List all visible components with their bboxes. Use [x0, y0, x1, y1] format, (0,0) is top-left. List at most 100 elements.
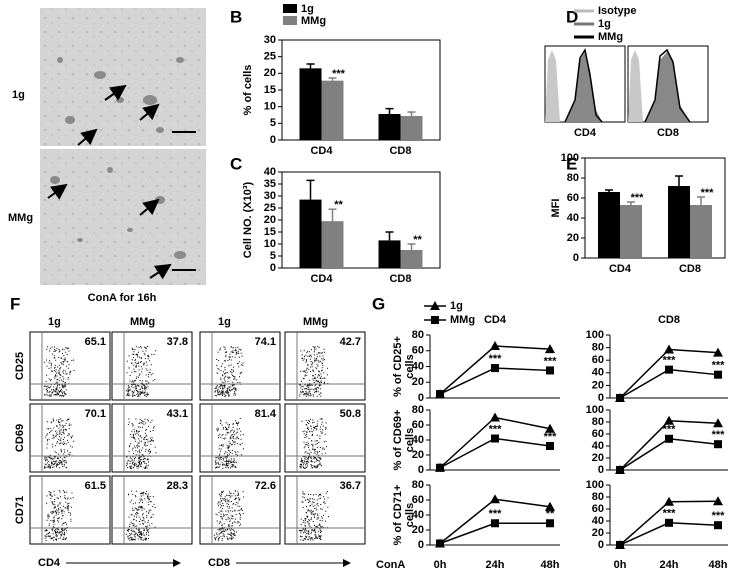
legend-swatch	[283, 16, 297, 25]
flow-dots	[44, 346, 75, 397]
y-tick-label: 40	[264, 166, 276, 178]
hist-1g	[565, 52, 602, 122]
marker	[713, 496, 723, 506]
marker	[616, 466, 624, 474]
annotation: ***	[712, 429, 726, 441]
y-tick-label: 100	[586, 479, 604, 491]
flow-dots	[126, 346, 157, 397]
y-label: % of CD71+	[392, 485, 404, 546]
error-bar	[385, 107, 394, 114]
error-bar	[328, 77, 337, 81]
marker	[545, 501, 555, 511]
y-tick-label: 20	[412, 449, 424, 461]
flow-frame	[111, 331, 193, 401]
flow-frame	[111, 403, 193, 473]
bar	[400, 250, 423, 268]
flow-frame	[29, 403, 111, 473]
y-tick-label: 100	[561, 152, 579, 164]
error-bar	[306, 179, 315, 200]
y-tick-label: 5	[270, 117, 276, 129]
annotation: ***	[631, 192, 645, 204]
bar	[668, 186, 690, 258]
y-tick-label: 10	[264, 101, 276, 113]
y-tick-label: 80	[567, 172, 579, 184]
y-tick-label: 40	[592, 440, 604, 452]
marker	[436, 539, 444, 548]
y-tick-label: 25	[264, 51, 276, 63]
percentage: 74.1	[255, 336, 276, 348]
x-tick-label: 48h	[541, 559, 560, 571]
plot-frame	[281, 39, 441, 141]
flow-frame	[29, 331, 111, 401]
error-bar	[328, 208, 337, 222]
marker	[546, 442, 554, 450]
y-tick-label: 0	[598, 392, 604, 404]
bar	[299, 199, 322, 268]
flow-frame	[284, 331, 366, 401]
bar	[400, 116, 423, 140]
legend-label: Isotype	[598, 5, 637, 17]
percentage: 61.5	[85, 480, 106, 492]
y-label: Cell NO. (X10³)	[242, 181, 254, 258]
annotation: ***	[712, 510, 726, 522]
flow-frame	[111, 475, 193, 545]
legend-label: MMg	[598, 31, 623, 43]
y-tick-label: 20	[592, 527, 604, 539]
percentage: 81.4	[255, 408, 277, 420]
column-label: 1g	[218, 316, 231, 328]
x-tick-label: 24h	[486, 559, 505, 571]
x-tick-label: CD8	[679, 263, 701, 275]
marker	[490, 494, 500, 504]
isotype	[545, 50, 560, 122]
plot-frame	[584, 157, 726, 259]
y-tick-label: 25	[264, 202, 276, 214]
y-tick-label: 20	[264, 67, 276, 79]
error-bar	[306, 63, 315, 69]
y-tick-label: 60	[412, 494, 424, 506]
flow-frame	[284, 475, 366, 545]
y-tick-label: 0	[270, 262, 276, 274]
x-tick-label: CD4	[609, 263, 632, 275]
x-tick-label: 24h	[660, 559, 679, 571]
row-label: 1g	[12, 89, 25, 101]
y-tick-label: 0	[418, 464, 424, 476]
y-tick-label: 20	[412, 524, 424, 536]
annotation: **	[334, 199, 343, 211]
y-tick-label: 40	[412, 434, 424, 446]
y-tick-label: 80	[412, 404, 424, 416]
marker	[714, 521, 722, 530]
marker	[664, 415, 674, 425]
panel-label: C	[230, 154, 242, 173]
x-tick-label: 0h	[614, 559, 627, 571]
y-tick-label: 0	[598, 539, 604, 551]
error-bar	[605, 189, 613, 192]
y-tick-label: 15	[264, 226, 276, 238]
marker	[713, 347, 723, 357]
y-tick-label: 100	[586, 329, 604, 341]
bar	[321, 80, 344, 140]
marker	[490, 341, 500, 351]
error-bar	[627, 201, 635, 205]
marker	[664, 496, 674, 506]
y-tick-label: 0	[270, 134, 276, 146]
percentage: 37.8	[167, 336, 188, 348]
x-tick-label: 0h	[434, 559, 447, 571]
bar	[598, 192, 620, 258]
bar	[378, 114, 401, 140]
legend-label: 1g	[301, 3, 314, 15]
marker	[491, 364, 499, 373]
panel-label: B	[230, 7, 242, 26]
row-label: MMg	[8, 212, 33, 224]
cells	[50, 57, 186, 259]
marker	[616, 394, 624, 402]
panel-label: E	[566, 154, 577, 173]
y-tick-label: 60	[592, 503, 604, 515]
bar	[378, 240, 401, 268]
y-tick-label: 15	[264, 84, 276, 96]
y-tick-label: 60	[592, 354, 604, 366]
flow-frame	[199, 475, 281, 545]
x-label: CD4	[574, 127, 597, 139]
y-tick-label: 0	[418, 392, 424, 404]
annotation: ***	[663, 508, 677, 520]
marker	[545, 423, 555, 433]
